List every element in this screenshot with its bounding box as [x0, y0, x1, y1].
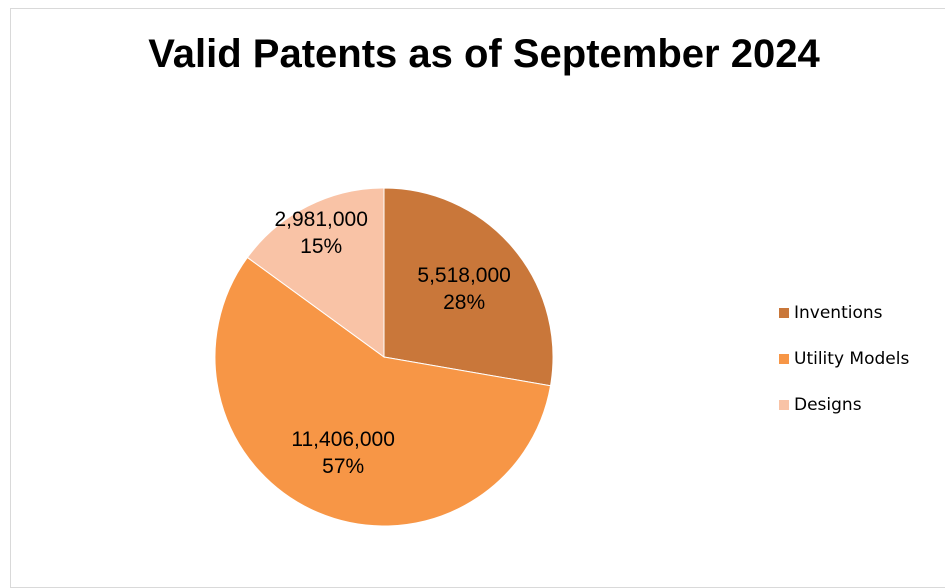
data-label: 57%	[322, 455, 364, 478]
pie-slice	[214, 256, 552, 527]
data-label: 15%	[300, 235, 342, 258]
data-label: 2,981,000	[274, 208, 367, 231]
legend-label: Utility Models	[794, 349, 909, 369]
legend-swatch	[779, 400, 789, 410]
data-label: 28%	[443, 291, 485, 314]
legend-label: Inventions	[794, 303, 883, 323]
pie-slice	[383, 187, 554, 387]
legend-swatch	[779, 308, 789, 318]
legend-label: Designs	[794, 395, 862, 415]
data-label: 11,406,000	[291, 428, 395, 451]
pie-slice	[246, 187, 385, 358]
data-label: 5,518,000	[417, 264, 510, 287]
chart-title: Valid Patents as of September 2024	[148, 32, 820, 76]
legend-swatch	[779, 354, 789, 364]
